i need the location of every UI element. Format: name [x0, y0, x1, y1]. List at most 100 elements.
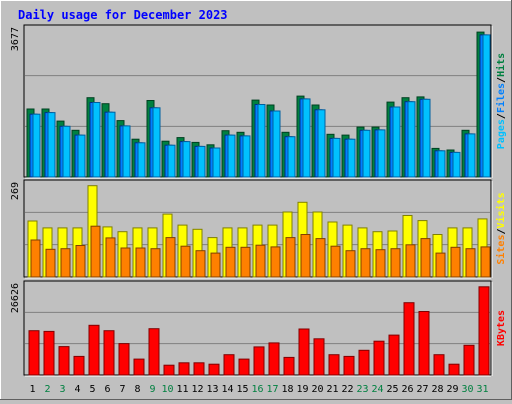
legend-visits-sites: Sites/Visits [495, 192, 507, 264]
bar-pages-day-5 [92, 102, 101, 178]
bar-sites-day-28 [435, 252, 446, 278]
bar-sites-day-30 [465, 248, 476, 278]
bar-pages-day-30 [467, 133, 476, 178]
bar-sites-day-14 [225, 246, 236, 278]
bar-pages-day-6 [107, 111, 116, 178]
bar-kbytes-day-3 [58, 346, 70, 376]
x-tick-day-9: 9 [149, 384, 155, 395]
bar-sites-day-16 [255, 244, 266, 278]
bar-pages-day-26 [407, 101, 416, 178]
x-tick-day-17: 17 [266, 384, 278, 395]
x-tick-day-6: 6 [104, 384, 110, 395]
bar-sites-day-2 [45, 248, 56, 278]
bar-kbytes-day-28 [433, 354, 445, 376]
bar-kbytes-day-21 [328, 354, 340, 376]
bar-sites-day-29 [450, 246, 461, 278]
x-tick-day-14: 14 [221, 384, 233, 395]
bar-kbytes-day-23 [358, 349, 370, 376]
bar-sites-day-24 [375, 249, 386, 278]
legend-kbytes: KBytes [496, 310, 507, 346]
bar-kbytes-day-18 [283, 356, 295, 376]
bar-sites-day-4 [75, 245, 86, 278]
legend-separator: / [496, 113, 507, 119]
bar-pages-day-14 [227, 134, 236, 178]
bar-pages-day-11 [182, 141, 191, 178]
bar-kbytes-day-10 [163, 364, 175, 376]
x-tick-day-8: 8 [134, 384, 140, 395]
bar-kbytes-day-25 [388, 334, 400, 376]
bar-kbytes-day-31 [478, 286, 490, 376]
bar-pages-day-24 [377, 129, 386, 178]
bar-pages-day-9 [152, 107, 161, 178]
bar-pages-day-27 [422, 98, 431, 178]
bar-kbytes-day-26 [403, 302, 415, 376]
bar-pages-day-15 [242, 135, 251, 178]
bar-kbytes-day-8 [133, 358, 145, 376]
x-tick-day-22: 22 [341, 384, 353, 395]
bar-sites-day-5 [90, 225, 101, 278]
x-tick-day-25: 25 [386, 384, 398, 395]
bar-pages-day-4 [77, 134, 86, 178]
legend-kbytes: KBytes [496, 310, 507, 346]
bar-pages-day-21 [332, 137, 341, 178]
bar-sites-day-20 [315, 238, 326, 278]
panel-kbytes: 26626 KBytes [10, 280, 507, 377]
x-tick-day-5: 5 [89, 384, 95, 395]
bar-kbytes-day-17 [268, 342, 280, 376]
panel-visits-sites: 269 Sites/Visits [10, 179, 507, 279]
x-tick-day-28: 28 [431, 384, 443, 395]
bar-kbytes-day-14 [223, 354, 235, 376]
bar-sites-day-13 [210, 252, 221, 278]
bar-kbytes-day-12 [193, 362, 205, 376]
bar-sites-day-8 [135, 247, 146, 278]
x-tick-day-7: 7 [119, 384, 125, 395]
bar-kbytes-day-5 [88, 324, 100, 376]
bar-sites-day-19 [300, 234, 311, 278]
bar-pages-day-23 [362, 129, 371, 178]
x-tick-day-26: 26 [401, 384, 413, 395]
bar-kbytes-day-22 [343, 355, 355, 376]
bar-kbytes-day-9 [148, 328, 160, 376]
bar-pages-day-17 [272, 110, 281, 178]
bar-kbytes-day-2 [43, 330, 55, 376]
legend-visits: Visits [495, 192, 507, 228]
bar-pages-day-18 [287, 136, 296, 178]
bar-sites-day-3 [60, 248, 71, 278]
bar-pages-day-3 [62, 125, 71, 178]
x-tick-day-31: 31 [476, 384, 488, 395]
bar-pages-day-29 [452, 151, 461, 178]
bar-kbytes-day-16 [253, 346, 265, 376]
bar-sites-day-11 [180, 245, 191, 278]
bar-pages-day-19 [302, 98, 311, 178]
legend-pages: Pages [496, 119, 507, 149]
x-tick-day-29: 29 [446, 384, 458, 395]
x-tick-day-10: 10 [161, 384, 173, 395]
legend-separator: / [496, 228, 507, 234]
bar-sites-day-12 [195, 250, 206, 278]
bar-sites-day-9 [150, 248, 161, 278]
bar-pages-day-16 [257, 104, 266, 178]
x-tick-day-20: 20 [311, 384, 323, 395]
bar-kbytes-day-1 [28, 330, 40, 376]
bar-pages-day-7 [122, 125, 131, 178]
bar-pages-day-22 [347, 138, 356, 178]
bar-sites-day-27 [420, 238, 431, 278]
bar-sites-day-21 [330, 245, 341, 278]
bar-kbytes-day-7 [118, 343, 130, 376]
x-tick-day-1: 1 [29, 384, 35, 395]
bar-kbytes-day-19 [298, 328, 310, 376]
bar-kbytes-day-11 [178, 362, 190, 376]
x-tick-day-18: 18 [281, 384, 293, 395]
bar-pages-day-20 [317, 109, 326, 178]
bar-sites-day-18 [285, 237, 296, 278]
bar-sites-day-31 [480, 246, 491, 278]
y-max-label: 269 [10, 182, 21, 200]
bar-kbytes-day-4 [73, 355, 85, 376]
x-tick-day-12: 12 [191, 384, 203, 395]
bar-sites-day-15 [240, 246, 251, 278]
bar-kbytes-day-30 [463, 344, 475, 376]
bar-sites-day-25 [390, 248, 401, 278]
